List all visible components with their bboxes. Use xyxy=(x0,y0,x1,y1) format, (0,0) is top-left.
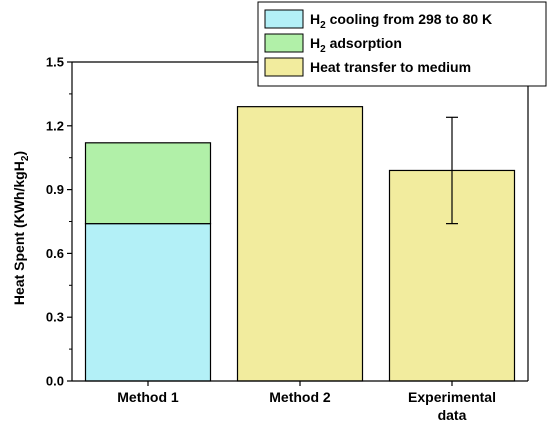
bar-1-series-2 xyxy=(84,142,212,225)
legend: H2 cooling from 298 to 80 K H2 adsorption… xyxy=(257,1,547,87)
y-tick-label: 0.6 xyxy=(46,246,64,261)
plot-area xyxy=(72,61,529,382)
legend-box xyxy=(257,1,547,87)
x-tick-label: Experimental xyxy=(408,389,496,405)
legend-swatch-2 xyxy=(264,33,304,53)
legend-label-1: H2 cooling from 298 to 80 K xyxy=(310,11,492,31)
bar-1-series-1 xyxy=(84,223,212,382)
legend-swatch-1 xyxy=(264,9,304,29)
legend-label-2: H2 adsorption xyxy=(310,35,402,55)
x-tick-label: Method 1 xyxy=(117,389,179,405)
y-axis: 0.0 0.3 0.6 0.9 1.2 1.5 xyxy=(46,55,73,389)
y-tick-label: 0.9 xyxy=(46,182,64,197)
legend-swatch-3 xyxy=(264,57,304,77)
y-tick-label: 0.0 xyxy=(46,374,64,389)
y-tick-label: 1.5 xyxy=(46,55,64,70)
x-tick-label: Method 2 xyxy=(269,389,331,405)
legend-label-3: Heat transfer to medium xyxy=(310,59,471,75)
y-tick-label: 0.3 xyxy=(46,310,64,325)
y-tick-label: 1.2 xyxy=(46,118,64,133)
bar-2-series-3 xyxy=(236,106,364,382)
y-axis-label: Heat Spent (KWh/kgH2) xyxy=(11,151,31,305)
x-tick-label: data xyxy=(438,407,467,423)
x-axis: Method 1 Method 2 Experimental data xyxy=(72,380,528,423)
